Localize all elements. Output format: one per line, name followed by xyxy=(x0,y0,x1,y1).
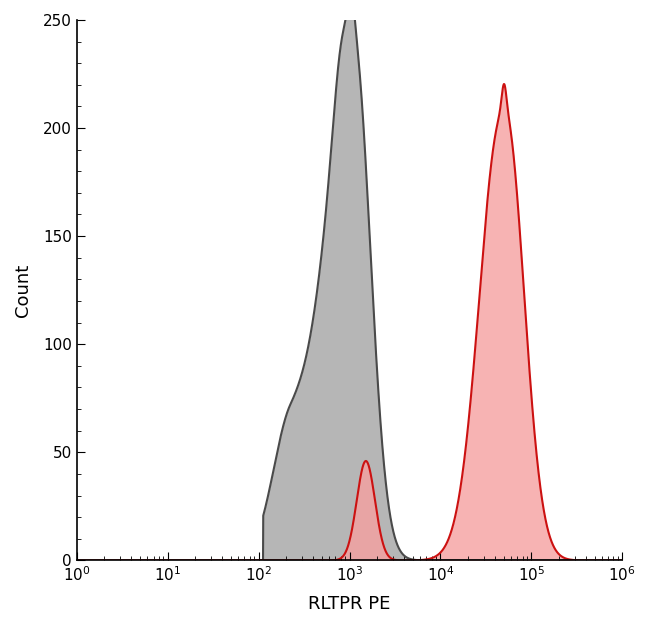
X-axis label: RLTPR PE: RLTPR PE xyxy=(308,595,391,613)
Y-axis label: Count: Count xyxy=(14,263,32,317)
